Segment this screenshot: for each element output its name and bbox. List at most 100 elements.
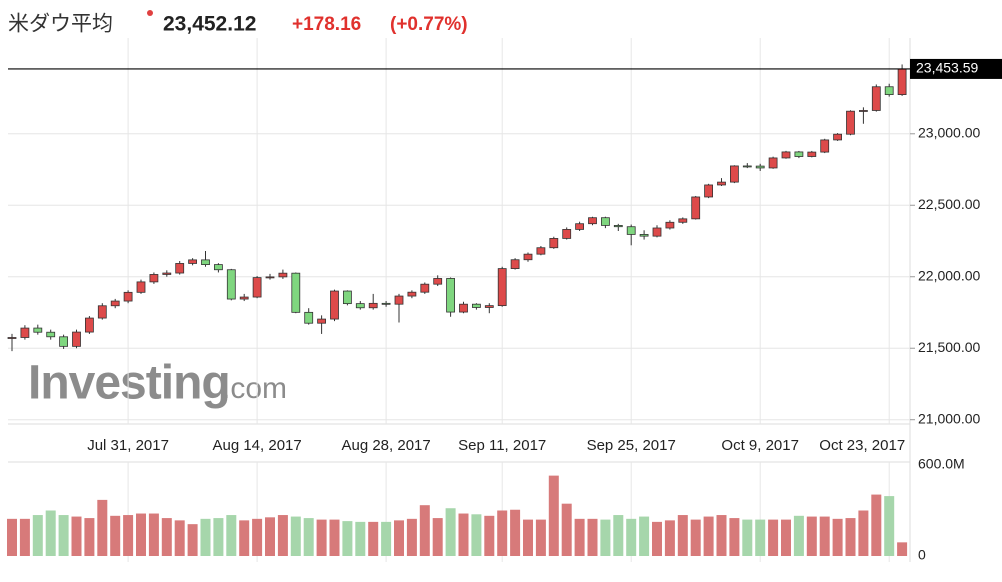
x-tick-label: Oct 23, 2017 xyxy=(819,437,905,454)
candle-body xyxy=(188,259,198,264)
candle-body xyxy=(59,336,68,347)
volume-bar xyxy=(342,521,353,556)
candle-body xyxy=(613,225,623,228)
status-dot xyxy=(147,10,153,16)
candle-body xyxy=(884,86,894,96)
candle-body xyxy=(265,276,275,279)
volume-bar xyxy=(690,519,701,556)
volume-bar xyxy=(226,515,237,556)
candle-body xyxy=(72,331,81,347)
candle-body xyxy=(446,278,456,313)
candle-body xyxy=(536,247,546,255)
volume-bar xyxy=(574,518,585,556)
volume-bar xyxy=(510,509,521,556)
volume-bar xyxy=(32,515,43,556)
candle-body xyxy=(678,218,688,223)
candle-body xyxy=(820,139,830,153)
candle-body xyxy=(20,327,30,338)
candle-body xyxy=(846,110,855,135)
candle-body xyxy=(136,281,146,293)
candle-body xyxy=(7,337,17,339)
candle-body xyxy=(691,196,701,220)
x-tick-label: Aug 14, 2017 xyxy=(212,437,301,454)
candle-body xyxy=(459,303,468,313)
candle-body xyxy=(381,302,391,305)
volume-bar xyxy=(742,519,753,556)
candle-body xyxy=(859,110,868,112)
volume-bar xyxy=(123,515,134,556)
volume-bar xyxy=(252,518,263,556)
volume-bar xyxy=(871,494,882,556)
candle-body xyxy=(252,277,262,298)
volume-bar xyxy=(161,518,172,556)
y-tick-label: 23,000.00 xyxy=(918,124,980,140)
x-tick-label: Jul 31, 2017 xyxy=(87,437,169,454)
volume-bar xyxy=(368,521,379,556)
candle-body xyxy=(665,221,675,229)
candle-body xyxy=(484,305,494,308)
candle-body xyxy=(201,259,210,265)
current-price-label: 23,453.59 xyxy=(916,60,978,76)
volume-bar xyxy=(858,510,869,556)
volume-bar xyxy=(458,513,469,556)
volume-bar xyxy=(213,518,224,556)
volume-bar xyxy=(45,510,56,556)
candle-body xyxy=(626,226,636,235)
volume-tick-label: 0 xyxy=(918,547,926,563)
volume-bar xyxy=(316,519,327,556)
volume-bar xyxy=(832,518,843,556)
volume-bar xyxy=(652,521,662,556)
candle-body xyxy=(730,165,739,183)
candle-body xyxy=(742,165,752,168)
volume-bar xyxy=(187,524,198,556)
volume-bar xyxy=(406,518,417,556)
candle-body xyxy=(523,253,533,261)
volume-bar xyxy=(148,513,159,556)
candle-body xyxy=(342,290,352,305)
volume-bar xyxy=(7,518,17,556)
volume-bar xyxy=(445,508,456,556)
volume-bar xyxy=(716,515,727,556)
volume-bar xyxy=(471,514,482,556)
volume-bar xyxy=(71,516,82,556)
x-tick-label: Oct 9, 2017 xyxy=(721,437,799,454)
candle-body xyxy=(85,317,94,333)
candle-body xyxy=(317,318,327,324)
candle-body xyxy=(833,133,842,141)
candle-body xyxy=(407,291,417,297)
volume-bar xyxy=(484,515,495,556)
change: +178.16 xyxy=(292,14,361,35)
candle-body xyxy=(497,268,507,307)
volume-bar xyxy=(884,496,895,556)
y-tick-label: 21,000.00 xyxy=(918,410,980,426)
candle-body xyxy=(794,151,804,157)
volume-bar xyxy=(587,518,598,556)
candle-body xyxy=(768,157,778,169)
candle-body xyxy=(304,311,314,324)
volume-bar xyxy=(768,519,779,556)
candle-body xyxy=(562,229,572,239)
volume-bar xyxy=(639,516,650,556)
candle-body xyxy=(330,290,339,320)
volume-bar xyxy=(200,518,211,556)
volume-bar xyxy=(845,518,856,556)
candle-body xyxy=(588,217,597,225)
candle-body xyxy=(510,259,520,269)
candle-body xyxy=(46,331,56,338)
candle-body xyxy=(175,263,185,274)
volume-bar xyxy=(729,518,740,556)
volume-bar xyxy=(432,518,443,556)
volume-bar xyxy=(535,519,546,556)
volume-bar xyxy=(394,520,404,556)
candle-body xyxy=(149,274,159,283)
candle-body xyxy=(162,272,172,275)
candle-body xyxy=(97,305,107,319)
volume-bar xyxy=(265,517,275,556)
candle-body xyxy=(110,300,120,307)
volume-bar xyxy=(277,515,288,556)
candle-body xyxy=(278,272,288,278)
volume-bar xyxy=(806,516,817,556)
volume-bar xyxy=(677,515,688,556)
volume-bar xyxy=(19,518,30,556)
